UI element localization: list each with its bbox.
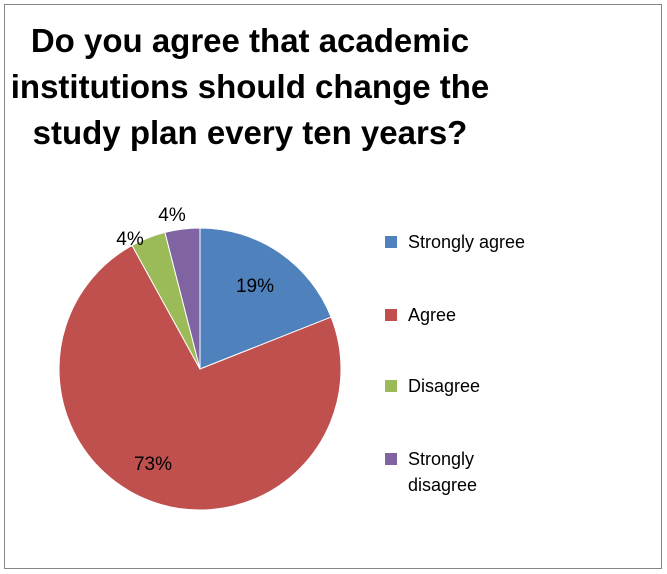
data-label-disagree: 4% <box>116 229 144 250</box>
legend-label-strongly-disagree: Strongly disagree <box>408 449 477 495</box>
chart-title: Do you agree that academic institutions … <box>0 18 500 156</box>
chart-title-line-1: Do you agree that academic <box>30 22 470 59</box>
data-label-strongly-agree: 19% <box>236 276 274 297</box>
data-label-strongly-disagree: 4% <box>158 205 186 226</box>
pie-slice-strongly-disagree <box>164 227 201 370</box>
legend-label-disagree: Disagree <box>408 376 480 396</box>
pie-slice-strongly-agree <box>199 227 332 370</box>
legend-swatch-strongly-agree <box>385 236 397 248</box>
legend-label-agree: Agree <box>408 305 456 325</box>
legend-label-strongly-agree: Strongly agree <box>408 232 525 252</box>
data-label-agree: 73% <box>134 454 172 475</box>
chart-title-line-2: institutions should change the <box>10 68 490 105</box>
pie-slice-agree <box>58 244 342 511</box>
chart-title-line-3: study plan every ten years? <box>32 114 468 151</box>
legend-swatch-agree <box>385 309 397 321</box>
legend-swatch-strongly-disagree <box>385 453 397 465</box>
legend-swatch-disagree <box>385 380 397 392</box>
